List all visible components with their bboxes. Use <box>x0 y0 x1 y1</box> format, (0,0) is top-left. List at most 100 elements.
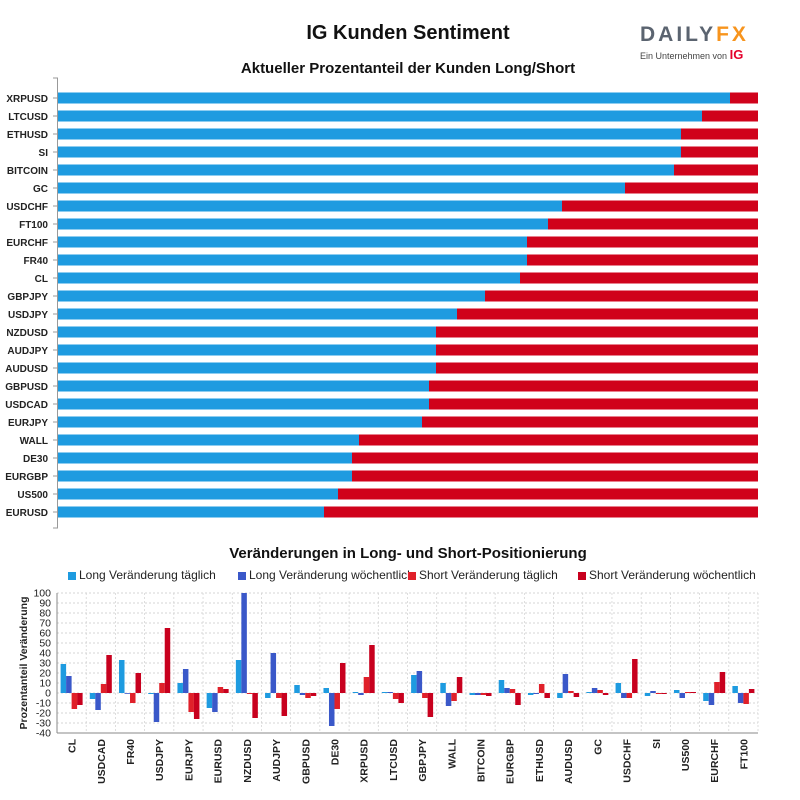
change-bar <box>451 693 457 701</box>
x-tick-label: CL <box>67 738 79 753</box>
change-bar <box>661 693 667 694</box>
short-bar <box>436 362 758 374</box>
category-label: EURUSD <box>6 508 48 519</box>
change-bar <box>106 655 112 693</box>
short-bar <box>352 452 758 464</box>
change-bar <box>339 663 346 693</box>
change-bar <box>164 628 171 693</box>
change-bar <box>591 688 598 693</box>
y-tick-label: 30 <box>39 658 51 670</box>
x-tick-label: GBPUSD <box>300 739 312 784</box>
short-bar <box>338 488 758 500</box>
change-bar <box>732 686 738 693</box>
y-tick-label: 50 <box>39 638 51 650</box>
long-bar <box>58 92 730 104</box>
category-label: NZDUSD <box>6 328 48 339</box>
change-bar <box>358 693 364 695</box>
change-bar <box>469 693 476 695</box>
change-bar <box>294 685 300 693</box>
x-tick-label: USDCHF <box>622 738 634 782</box>
change-bar <box>533 693 539 694</box>
change-bar <box>77 693 83 705</box>
x-tick-label: LTCUSD <box>388 739 400 781</box>
x-tick-label: XRPUSD <box>359 739 371 783</box>
change-bar <box>498 680 505 693</box>
change-bar <box>456 677 463 693</box>
change-bar <box>270 653 277 693</box>
category-label: EURCHF <box>6 238 48 249</box>
change-bar <box>369 645 375 693</box>
change-bar <box>276 693 282 698</box>
x-tick-label: WALL <box>446 738 458 768</box>
y-tick-label: 90 <box>39 598 51 610</box>
long-bar <box>58 470 352 482</box>
change-bar <box>650 691 656 693</box>
short-bar <box>520 272 758 284</box>
category-label: USDCAD <box>5 400 48 411</box>
long-bar <box>58 200 562 212</box>
change-bar <box>124 693 131 694</box>
change-chart: 1009080706050403020100-10-20-30-40Prozen… <box>18 588 759 784</box>
long-bar <box>58 506 324 518</box>
long-bar <box>58 326 436 338</box>
x-tick-label: DE30 <box>329 739 341 765</box>
change-bar <box>89 693 96 699</box>
short-bar <box>730 92 758 104</box>
category-label: FT100 <box>19 220 48 231</box>
legend-short-weekly[interactable]: Short Veränderung wöchentlich <box>578 568 756 582</box>
x-tick-label: NZDUSD <box>242 739 254 783</box>
change-bar <box>188 693 194 712</box>
change-bar <box>632 659 638 693</box>
change-bar <box>422 693 428 698</box>
dailyfx-logo: DAILYFX Ein Unternehmen von IG <box>640 23 749 63</box>
change-bar <box>615 683 622 693</box>
x-tick-label: EURUSD <box>213 739 225 784</box>
short-bar <box>485 290 758 302</box>
change-bar <box>323 688 329 693</box>
short-bar <box>324 506 758 518</box>
long-bar <box>58 146 681 158</box>
legend-short-daily[interactable]: Short Veränderung täglich <box>408 568 558 582</box>
change-bar <box>217 687 224 693</box>
change-bar <box>737 693 744 703</box>
change-bar <box>602 693 609 695</box>
change-bar <box>480 693 487 695</box>
x-tick-label: EURJPY <box>183 739 195 781</box>
change-bar <box>159 683 165 693</box>
change-bar <box>445 693 452 706</box>
category-label: CL <box>35 274 48 285</box>
change-bar <box>241 593 247 693</box>
change-bar <box>392 693 399 699</box>
x-tick-label: GC <box>592 739 604 755</box>
category-label: EURGBP <box>5 472 48 483</box>
short-bar <box>457 308 758 320</box>
short-bar <box>429 398 758 410</box>
legend-long-weekly[interactable]: Long Veränderung wöchentlich <box>238 568 414 582</box>
y-tick-label: 80 <box>39 608 51 620</box>
category-label: GBPUSD <box>5 382 48 393</box>
change-bar <box>246 693 253 694</box>
legend-long-daily[interactable]: Long Veränderung täglich <box>68 568 216 582</box>
short-bar <box>359 434 758 446</box>
change-bar <box>504 688 510 693</box>
short-bar <box>674 164 758 176</box>
change-bar <box>515 693 521 705</box>
category-label: USDJPY <box>8 310 48 321</box>
chart-title: IG Kunden Sentiment <box>306 22 510 44</box>
category-label: US500 <box>17 490 48 501</box>
y-tick-label: 40 <box>39 648 51 660</box>
long-bar <box>58 488 338 500</box>
change-bar <box>334 693 340 709</box>
change-bar <box>71 693 78 709</box>
change-bar <box>708 693 715 705</box>
change-bar <box>363 677 370 693</box>
long-bar <box>58 218 548 230</box>
y-tick-label: -10 <box>36 698 51 710</box>
change-bar <box>177 683 183 693</box>
long-bar <box>58 308 457 320</box>
long-bar <box>58 254 527 266</box>
change-bar <box>690 692 696 693</box>
change-bar <box>223 689 229 693</box>
change-bar <box>411 675 417 693</box>
